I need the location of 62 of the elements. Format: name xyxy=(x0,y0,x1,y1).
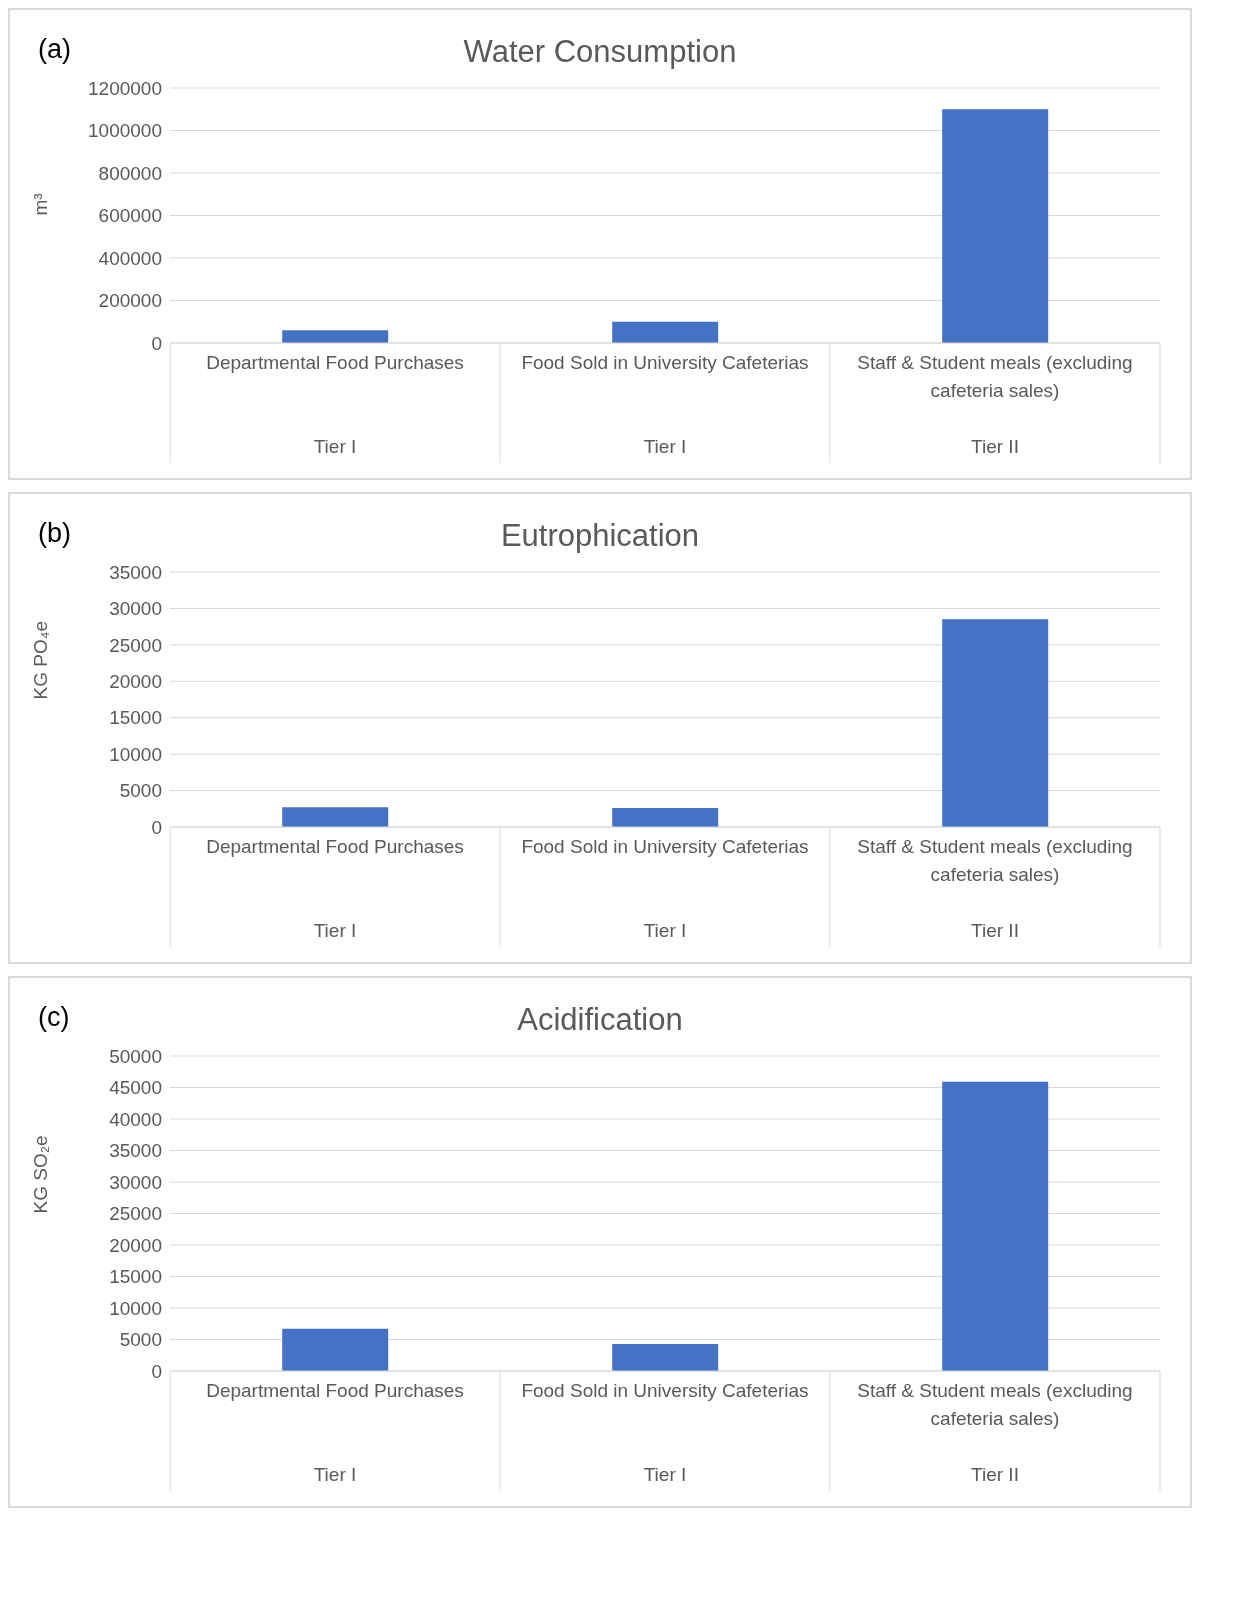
y-axis-title: m³ xyxy=(29,193,51,216)
y-tick-label: 200000 xyxy=(98,290,162,312)
bar xyxy=(612,1343,719,1371)
y-tick-label: 35000 xyxy=(109,561,162,583)
y-tick-label: 0 xyxy=(151,816,162,838)
bar xyxy=(282,807,389,827)
text: (b) xyxy=(38,518,71,549)
chart-title: Eutrophication xyxy=(500,518,700,553)
y-tick-label: 25000 xyxy=(109,1203,162,1225)
x-tick-label: Departmental Food Purchases xyxy=(206,1380,464,1401)
y-tick-label: 15000 xyxy=(109,1266,162,1288)
y-tick-label: 30000 xyxy=(109,1171,162,1193)
x-tick-label: Departmental Food Purchases xyxy=(206,836,464,857)
y-tick-label: 20000 xyxy=(109,1234,162,1256)
text: Tier II xyxy=(971,436,1019,457)
text: Tier II xyxy=(971,920,1019,941)
x-tick-label: Food Sold in University Cafeterias xyxy=(521,836,809,857)
text: Tier I xyxy=(313,1464,357,1485)
y-tick-label: 35000 xyxy=(109,1140,162,1162)
bar xyxy=(282,330,389,343)
bar xyxy=(942,109,1049,343)
chart-title: Acidification xyxy=(517,1002,683,1037)
bar xyxy=(282,1328,389,1371)
y-tick-label: 30000 xyxy=(109,598,162,620)
x-tick-label: Food Sold in University Cafeterias xyxy=(521,1380,809,1401)
bar xyxy=(942,1081,1049,1371)
y-tick-label: 25000 xyxy=(109,634,162,656)
text: Tier I xyxy=(643,436,687,457)
text: (c) xyxy=(38,1002,70,1033)
y-tick-label: 5000 xyxy=(119,1329,162,1351)
text: Tier II xyxy=(971,1464,1019,1485)
x-tick-label: Staff & Student meals (excluding cafeteria sales) xyxy=(857,352,1133,401)
x-tick-label: Food Sold in University Cafeterias xyxy=(521,352,809,373)
bar xyxy=(942,619,1049,827)
y-tick-label: 10000 xyxy=(109,743,162,765)
y-tick-label: 10000 xyxy=(109,1297,162,1319)
y-tick-label: 0 xyxy=(151,1360,162,1382)
y-axis-title: KG SO₂e xyxy=(29,1135,51,1214)
text: Tier I xyxy=(643,920,687,941)
y-tick-label: 20000 xyxy=(109,671,162,693)
text: (a) xyxy=(38,34,71,65)
chart-title: Water Consumption xyxy=(463,34,737,69)
y-tick-label: 800000 xyxy=(98,162,162,184)
y-tick-label: 400000 xyxy=(98,247,162,269)
y-tick-label: 1200000 xyxy=(88,77,162,99)
text: Tier I xyxy=(313,920,357,941)
x-tick-label: Staff & Student meals (excluding cafeteria sales) xyxy=(857,836,1133,885)
text: Tier I xyxy=(643,1464,687,1485)
x-tick-label: Departmental Food Purchases xyxy=(206,352,464,373)
y-tick-label: 50000 xyxy=(109,1045,162,1067)
text: Tier I xyxy=(313,436,357,457)
y-tick-label: 40000 xyxy=(109,1108,162,1130)
y-tick-label: 0 xyxy=(151,332,162,354)
y-tick-label: 5000 xyxy=(119,780,162,802)
x-tick-label: Staff & Student meals (excluding cafeteria sales) xyxy=(857,1380,1133,1429)
y-tick-label: 600000 xyxy=(98,205,162,227)
bar xyxy=(612,321,719,343)
y-axis-title: KG PO₄e xyxy=(29,620,51,700)
y-tick-label: 15000 xyxy=(109,707,162,729)
y-tick-label: 45000 xyxy=(109,1077,162,1099)
y-tick-label: 1000000 xyxy=(88,120,162,142)
bar xyxy=(612,808,719,827)
